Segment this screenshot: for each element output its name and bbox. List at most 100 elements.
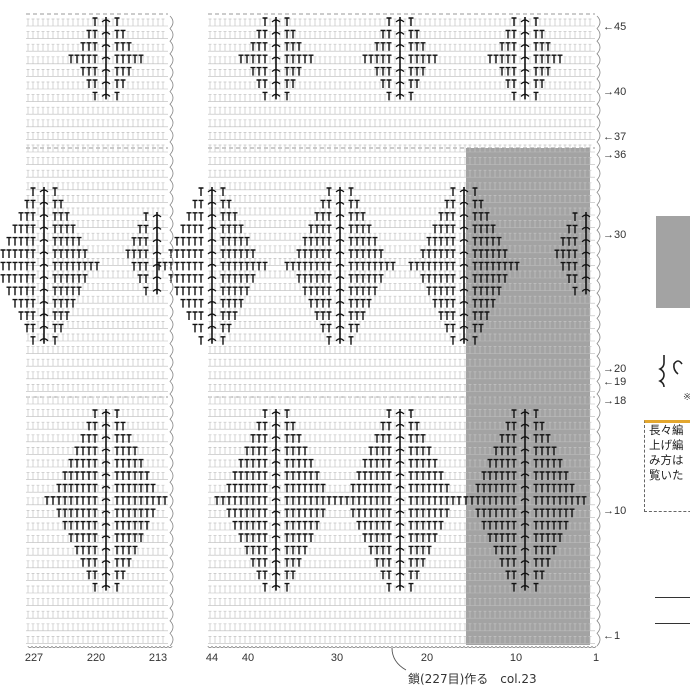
motif-stitches [262,91,290,101]
motif-stitches [487,533,563,542]
motif-loop [395,572,405,576]
motif-loop [335,301,345,305]
motif-loop [335,189,345,193]
motif-stitches [186,311,238,320]
motif-stitches [386,582,414,592]
stitch-row [208,295,595,304]
stitch-marks [26,94,165,102]
stitch-marks [26,81,165,89]
motif-stitches [481,471,569,480]
motif-loop [395,31,405,35]
motif-stitches [296,274,384,283]
motif-stitches [137,274,149,283]
motif-stitches [92,409,120,418]
stitch-marks [26,636,165,644]
stitch-marks [26,598,165,606]
motif-stitches [511,582,539,592]
stitch-marks [26,245,165,253]
motif-loop [459,201,469,205]
stitch-motif [68,17,144,101]
stitch-motif [362,17,438,101]
motif-loop [459,301,469,305]
motif-loop [101,473,111,477]
motif-loop [101,411,111,415]
motif-loop [335,214,345,218]
stitch-marks [26,56,165,64]
stitch-row [26,384,168,392]
stitch-symbol-icon [658,355,683,388]
motif-stitches [572,286,578,296]
motif-stitches [180,224,244,234]
stitch-row [26,535,168,543]
motif-stitches [326,187,354,196]
motif-loop [101,560,111,564]
stitch-row [26,69,168,77]
stitch-marks [208,371,592,379]
motif-loop [271,473,281,477]
motif-stitches [80,558,132,567]
motif-stitches [481,520,569,530]
motif-loop [152,264,162,268]
stitch-marks [208,182,592,190]
motif-loop [395,523,405,527]
motif-loop [207,214,217,218]
motif-stitches [92,17,120,26]
motif-stitches [511,91,539,101]
motif-stitches [256,29,296,39]
row-label-10: →10 [603,505,627,517]
stitch-marks [208,384,592,392]
motif-loop [335,251,345,255]
motif-loop [39,301,49,305]
stitch-row [26,119,168,128]
stitch-marks [208,94,592,102]
motif-loop [39,214,49,218]
row-label-19: ←19 [603,376,627,388]
stitch-marks [26,396,165,404]
motif-loop [581,288,591,292]
col-label-213: 213 [148,652,168,664]
highlight-legend-swatch [656,216,690,308]
stitch-marks [26,484,165,493]
motif-stitches [314,212,366,221]
stitch-row [208,409,595,417]
motif-loop [459,325,469,329]
motif-loop [39,288,49,292]
motif-stitches [44,496,168,505]
stitch-marks [26,169,165,178]
motif-loop [520,535,530,539]
motif-stitches [450,336,478,345]
motif-stitches [250,434,302,443]
motif-stitches [386,91,414,101]
stitch-row [208,18,595,27]
motif-stitches [505,79,545,88]
motif-loop [395,81,405,85]
stitch-marks [26,560,165,568]
motif-stitches [24,199,64,209]
motif-loop [101,461,111,465]
stitch-marks [208,573,592,581]
motif-loop [152,288,162,292]
stitch-marks [208,434,592,442]
col-label-10: 10 [509,652,523,664]
stitch-row [26,56,168,65]
stitch-marks [208,598,592,606]
stitch-marks [26,182,165,190]
note-box: 長々編 上げ編 み方は 覧いた [644,420,690,512]
motif-loop [271,69,281,73]
motif-loop [207,338,217,342]
stitch-marks [208,69,592,77]
motif-loop [520,44,530,48]
motif-stitches [475,508,575,518]
stitch-motif [487,17,563,101]
stitch-marks [26,535,165,543]
stitch-row [26,573,168,581]
motif-loop [39,201,49,205]
motif-loop [459,189,469,193]
stitch-marks [208,81,592,89]
stitch-marks [208,535,592,543]
stitch-row [26,396,168,405]
motif-loop [101,93,111,97]
note-line: 上げ編 [649,438,684,452]
stitch-row [26,610,168,619]
motif-loop [459,214,469,218]
